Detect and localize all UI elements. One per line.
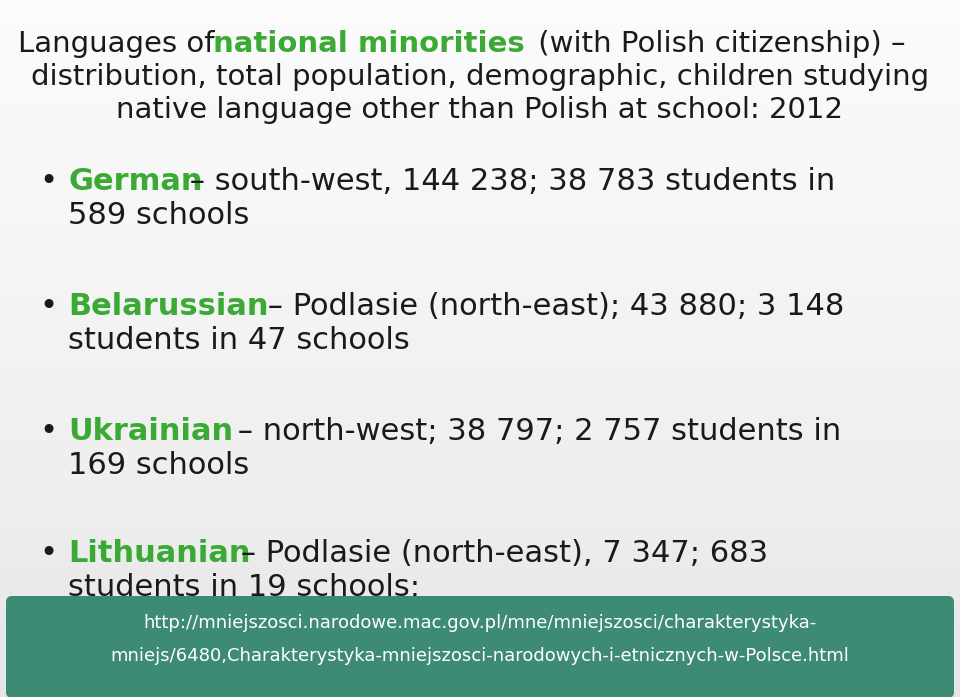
Text: Belarussian: Belarussian [68,292,269,321]
Text: •: • [39,417,57,446]
Text: – north-west; 38 797; 2 757 students in: – north-west; 38 797; 2 757 students in [228,417,841,446]
Text: native language other than Polish at school: 2012: native language other than Polish at sch… [116,96,844,124]
Text: 169 schools: 169 schools [68,451,250,480]
Text: 589 schools: 589 schools [68,201,250,230]
Text: Ukrainian: Ukrainian [68,417,233,446]
Text: – Podlasie (north-east), 7 347; 683: – Podlasie (north-east), 7 347; 683 [231,539,768,568]
Text: – Podlasie (north-east); 43 880; 3 148: – Podlasie (north-east); 43 880; 3 148 [258,292,845,321]
Text: http://mniejszosci.narodowe.mac.gov.pl/mne/mniejszosci/charakterystyka-: http://mniejszosci.narodowe.mac.gov.pl/m… [143,614,817,632]
Text: mniejs/6480,Charakterystyka-mniejszosci-narodowych-i-etnicznych-w-Polsce.html: mniejs/6480,Charakterystyka-mniejszosci-… [110,647,850,665]
Text: German: German [68,167,203,196]
Text: students in 19 schools;: students in 19 schools; [68,573,420,602]
Text: Languages of: Languages of [18,30,224,58]
Text: (with Polish citizenship) –: (with Polish citizenship) – [529,30,905,58]
Text: •: • [39,167,57,196]
Text: •: • [39,292,57,321]
Text: students in 47 schools: students in 47 schools [68,326,410,355]
FancyBboxPatch shape [6,596,954,697]
Text: – south-west, 144 238; 38 783 students in: – south-west, 144 238; 38 783 students i… [180,167,835,196]
Text: Lithuanian: Lithuanian [68,539,251,568]
Text: •: • [39,539,57,568]
Text: distribution, total population, demographic, children studying: distribution, total population, demograp… [31,63,929,91]
Text: national minorities: national minorities [213,30,525,58]
